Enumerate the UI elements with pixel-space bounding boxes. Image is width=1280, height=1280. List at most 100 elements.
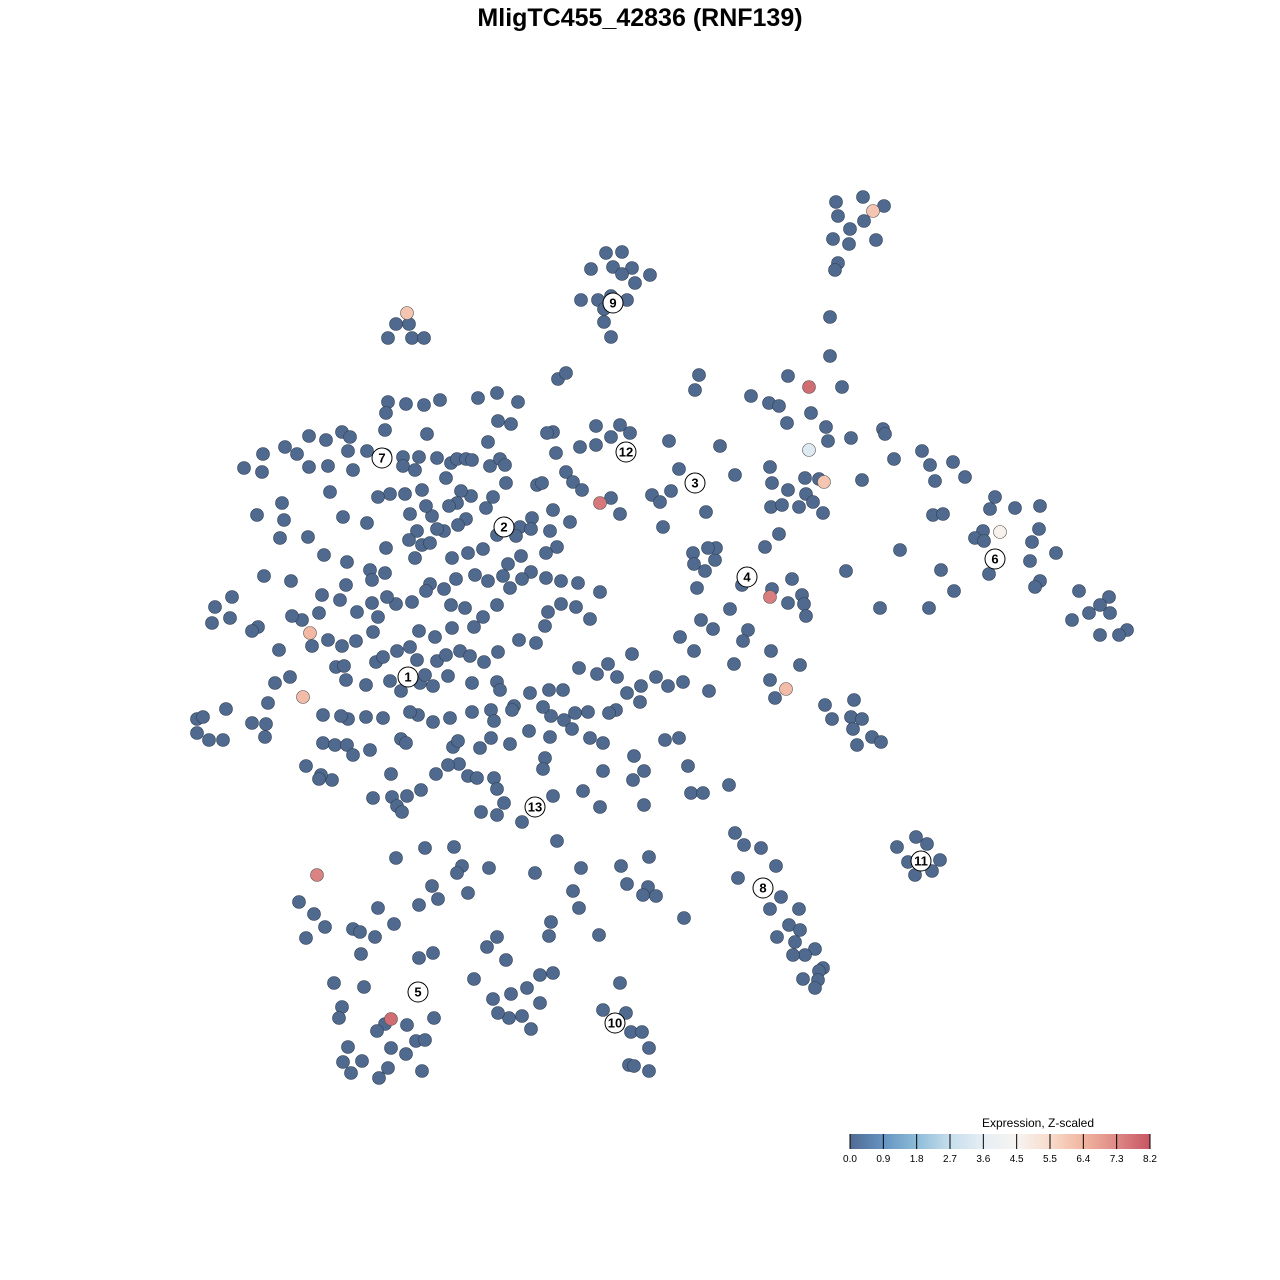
cell-point <box>237 461 251 475</box>
cell-point <box>922 601 936 615</box>
cell-point <box>245 624 259 638</box>
cluster-label-badge <box>524 796 546 818</box>
cell-point <box>754 841 768 855</box>
cell-point <box>365 596 379 610</box>
cell-point <box>408 463 422 477</box>
cell-point <box>427 1011 441 1025</box>
cell-point <box>736 634 750 648</box>
cell-point <box>825 712 839 726</box>
cell-point-expressed <box>400 306 414 320</box>
cell-point <box>706 622 720 636</box>
legend-tick-label: 3.6 <box>976 1154 990 1165</box>
cell-point <box>515 815 529 829</box>
cell-point-expressed <box>296 690 310 704</box>
cell-point <box>1112 628 1126 642</box>
cell-point <box>216 733 230 747</box>
cell-point-expressed <box>993 525 1007 539</box>
cell-point <box>597 315 611 329</box>
cell-point <box>988 490 1002 504</box>
cell-point <box>399 1047 413 1061</box>
cell-point <box>441 669 455 683</box>
cell-point <box>620 686 634 700</box>
cell-point <box>398 487 412 501</box>
cell-point <box>846 722 860 736</box>
cell-point <box>828 263 842 277</box>
cell-point <box>403 640 417 654</box>
cell-point <box>292 895 306 909</box>
cell-point <box>546 503 560 517</box>
cell-point <box>909 830 923 844</box>
cell-point <box>826 232 840 246</box>
cell-point <box>340 555 354 569</box>
cell-point <box>804 406 818 420</box>
cell-point <box>346 748 360 762</box>
cell-point <box>768 691 782 705</box>
cell-point <box>982 567 996 581</box>
cell-point <box>681 759 695 773</box>
cell-point <box>696 786 710 800</box>
cell-point <box>379 541 393 555</box>
cell-point <box>272 643 286 657</box>
cell-point <box>823 349 837 363</box>
cell-point <box>318 920 332 934</box>
legend-tick-label: 0.9 <box>876 1154 890 1165</box>
cell-point <box>283 670 297 684</box>
cell-point <box>365 573 379 587</box>
cell-point <box>772 527 786 541</box>
cell-point <box>672 731 686 745</box>
cell-point <box>542 929 556 943</box>
cell-point <box>633 695 647 709</box>
cell-point <box>636 888 650 902</box>
cell-point <box>503 737 517 751</box>
cell-point <box>780 416 794 430</box>
cluster-label: 5 <box>414 985 421 1000</box>
cell-point-expressed <box>310 868 324 882</box>
cell-point <box>505 703 519 717</box>
cell-point <box>511 395 525 409</box>
cell-point <box>515 572 529 586</box>
cell-point <box>797 597 811 611</box>
cell-point <box>634 679 648 693</box>
cell-point <box>520 981 534 995</box>
cell-point <box>316 736 330 750</box>
cell-point <box>359 678 373 692</box>
cell-point <box>574 293 588 307</box>
cell-point <box>524 1022 538 1036</box>
cell-point <box>546 966 560 980</box>
cell-point <box>360 516 374 530</box>
cell-point <box>340 738 354 752</box>
cell-point <box>728 826 742 840</box>
cell-point <box>731 871 745 885</box>
cluster-label: 9 <box>609 296 616 311</box>
cell-point <box>327 976 341 990</box>
cell-point <box>798 948 812 962</box>
cell-point <box>445 621 459 635</box>
cell-point <box>419 584 433 598</box>
cluster-label-badge <box>407 981 429 1003</box>
cell-point <box>1028 580 1042 594</box>
cell-point <box>336 510 350 524</box>
cell-point <box>661 679 675 693</box>
cell-point <box>627 1059 641 1073</box>
cell-point <box>317 548 331 562</box>
cell-point <box>535 476 549 490</box>
cell-point <box>708 553 722 567</box>
cell-point <box>512 633 526 647</box>
cell-point <box>808 942 822 956</box>
cell-point <box>504 417 518 431</box>
cell-point <box>593 800 607 814</box>
cell-point <box>341 444 355 458</box>
legend-tick-label: 6.4 <box>1076 1154 1090 1165</box>
cell-point <box>763 902 777 916</box>
cell-point <box>412 951 426 965</box>
cell-point <box>541 605 555 619</box>
cell-point <box>542 683 556 697</box>
cluster-label: 11 <box>914 854 928 869</box>
cell-point <box>277 513 291 527</box>
cell-point <box>690 581 704 595</box>
cluster-label: 13 <box>528 800 542 815</box>
cell-point <box>344 1066 358 1080</box>
cell-point <box>604 330 618 344</box>
cell-point <box>498 458 512 472</box>
cell-point <box>290 447 304 461</box>
